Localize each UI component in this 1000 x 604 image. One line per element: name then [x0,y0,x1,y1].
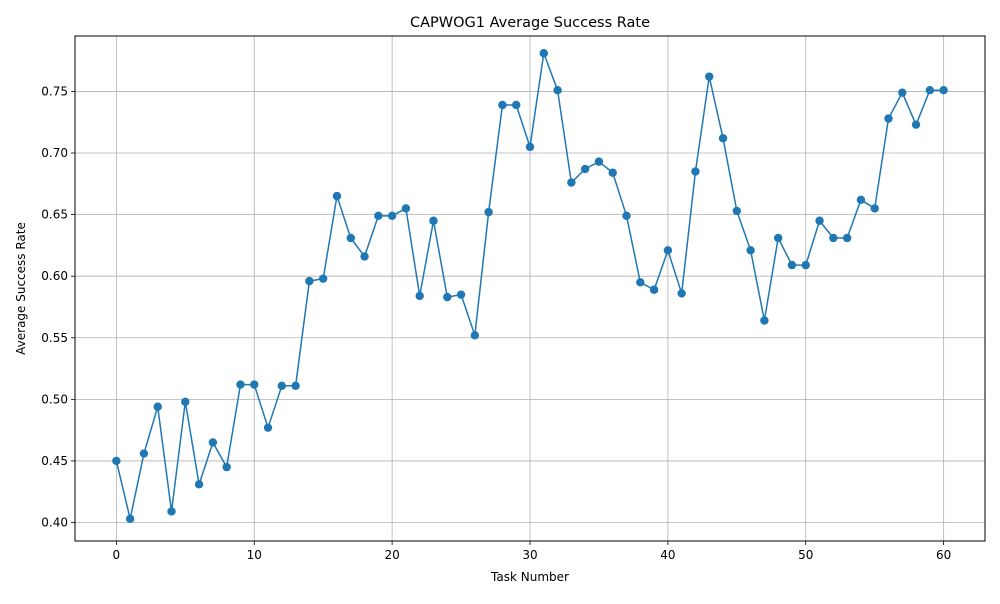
data-point [181,397,190,407]
data-point [815,216,824,225]
data-point [773,233,783,243]
x-tick-label: 60 [936,548,951,562]
data-point [553,85,562,95]
x-tick-label: 50 [798,548,813,562]
data-point [498,100,507,110]
data-point [167,507,176,516]
data-point [539,49,548,58]
y-tick-label: 0.60 [41,269,68,283]
data-point [801,260,810,270]
data-point [374,211,383,221]
grid-lines [75,36,985,541]
y-tick-label: 0.55 [41,331,68,345]
data-point [939,85,948,95]
data-point [911,120,921,129]
x-tick-label: 20 [384,548,399,562]
y-tick-label: 0.75 [41,84,68,98]
data-point [856,195,866,205]
data-point [139,449,149,458]
data-point [222,462,231,472]
data-point [594,157,604,166]
data-point [925,85,935,95]
data-point [512,100,521,110]
data-point [842,233,852,243]
data-point [305,276,314,286]
data-point [318,274,328,283]
data-point [387,211,397,221]
y-tick-label: 0.45 [41,454,68,468]
series-layer [112,49,948,524]
data-point [208,438,218,447]
data-point [125,514,135,524]
data-point [787,260,797,270]
data-point [360,252,369,261]
x-tick-label: 30 [522,548,537,562]
data-point [718,134,728,143]
y-tick-label: 0.65 [41,208,68,222]
data-point [608,168,617,177]
data-point [898,88,907,97]
x-tick-label: 0 [113,548,121,562]
data-point [884,114,893,123]
data-point [415,291,424,301]
data-point [346,233,355,243]
data-point [236,380,245,389]
chart-title: CAPWOG1 Average Success Rate [410,15,650,31]
data-point [567,178,576,187]
data-point [829,233,838,243]
data-point [636,278,645,287]
y-tick-label: 0.70 [41,146,68,160]
data-point [250,380,259,389]
data-point [525,142,535,152]
data-point [622,211,631,221]
y-axis-label: Average Success Rate [14,222,28,355]
data-point [263,423,273,432]
data-point [277,381,287,391]
data-point [663,246,673,255]
data-point [649,285,659,294]
data-point [112,456,121,466]
data-point [429,216,438,225]
data-point [870,204,879,213]
data-point [760,316,769,325]
data-point [732,206,742,216]
y-tick-label: 0.40 [41,516,68,530]
data-point [456,290,466,299]
x-tick-label: 40 [660,548,675,562]
y-tick-label: 0.50 [41,392,68,406]
data-point [705,72,714,81]
data-point [691,167,700,176]
data-point [484,207,493,217]
data-point [153,402,162,411]
x-tick-label: 10 [247,548,262,562]
data-point [194,480,204,489]
data-point [677,289,686,298]
data-point [443,292,452,302]
data-point [332,191,342,201]
data-point [746,246,755,255]
data-point [291,381,300,391]
axis-ticks: 0 10 20 30 40 50 60 0.40 0.45 0.50 0.55 0.60 0.65 0.7… [41,84,951,562]
data-point [401,204,411,213]
data-point [470,331,480,340]
x-axis-label: Task Number [490,570,569,584]
data-point [580,164,590,174]
